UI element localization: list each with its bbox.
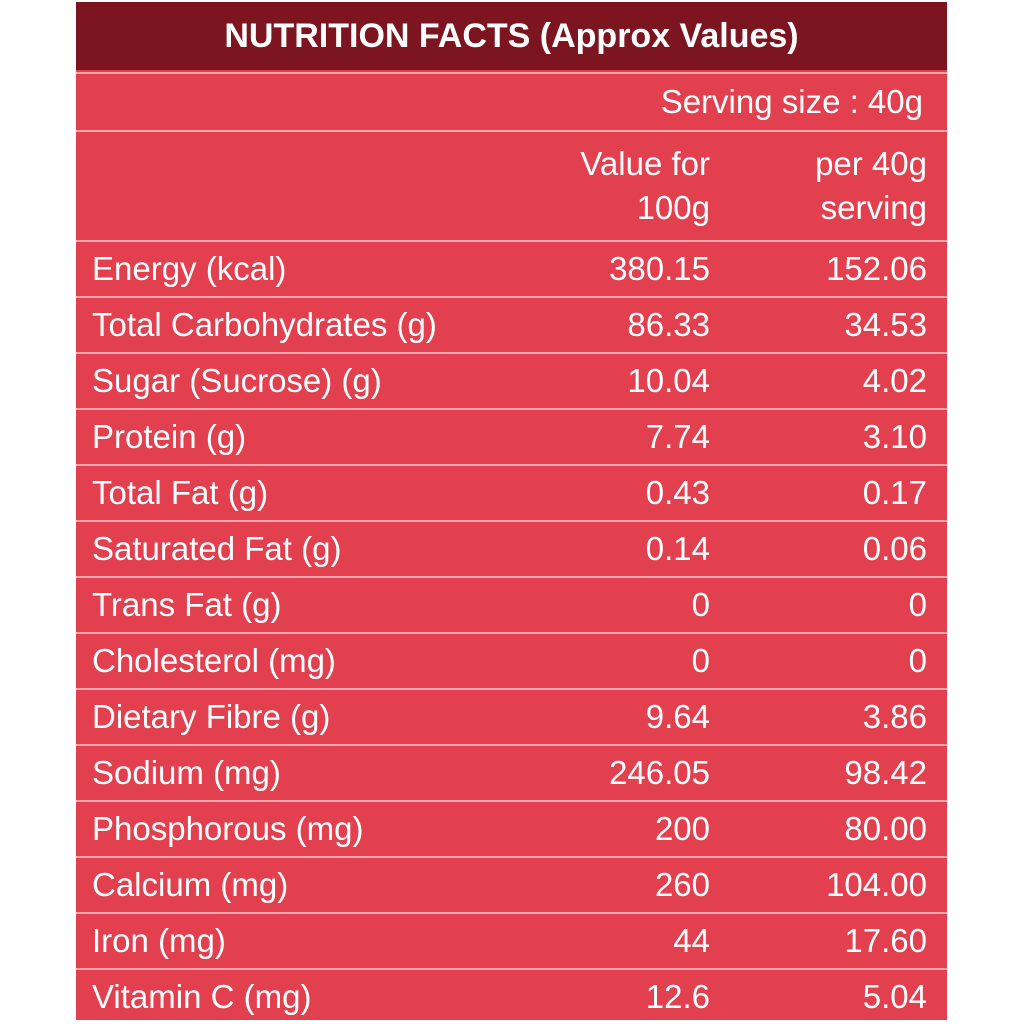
value-per-100g: 0.14 <box>645 530 710 567</box>
value-per-serving: 3.86 <box>862 698 927 735</box>
serving-size-row: Serving size : 40g <box>76 72 947 130</box>
table-row: Vitamin C (mg) 12.6 5.04 <box>76 968 947 1024</box>
column-header-per-serving-line2: serving <box>820 189 927 226</box>
value-per-serving: 98.42 <box>844 754 927 791</box>
value-per-serving: 152.06 <box>826 250 927 287</box>
nutrient-label: Saturated Fat (g) <box>92 530 342 567</box>
column-header-per-100g-line2: 100g <box>636 189 710 226</box>
value-per-100g: 7.74 <box>645 418 710 455</box>
value-per-serving: 104.00 <box>826 866 927 903</box>
table-row: Dietary Fibre (g) 9.64 3.86 <box>76 688 947 744</box>
value-per-100g: 246.05 <box>609 754 710 791</box>
value-per-serving: 17.60 <box>844 922 927 959</box>
nutrient-label: Sugar (Sucrose) (g) <box>92 362 382 399</box>
value-per-serving: 4.02 <box>862 362 927 399</box>
value-per-serving: 5.04 <box>862 978 927 1015</box>
value-per-100g: 12.6 <box>645 978 710 1015</box>
value-per-100g: 86.33 <box>627 306 710 343</box>
column-header-per-serving: per 40g serving <box>727 142 927 230</box>
nutrient-label: Total Fat (g) <box>92 474 269 511</box>
nutrient-label: Sodium (mg) <box>92 754 281 791</box>
nutrient-label: Dietary Fibre (g) <box>92 698 331 735</box>
nutrient-label: Iron (mg) <box>92 922 226 959</box>
value-per-100g: 9.64 <box>645 698 710 735</box>
value-per-serving: 0 <box>908 586 927 623</box>
serving-size-text: Serving size : 40g <box>660 83 923 120</box>
value-per-100g: 260 <box>654 866 710 903</box>
table-row: Phosphorous (mg) 200 80.00 <box>76 800 947 856</box>
table-row: Sodium (mg) 246.05 98.42 <box>76 744 947 800</box>
table-row: Saturated Fat (g) 0.14 0.06 <box>76 520 947 576</box>
value-per-serving: 80.00 <box>844 810 927 847</box>
table-row: Energy (kcal) 380.15 152.06 <box>76 240 947 296</box>
column-header-per-serving-line1: per 40g <box>815 145 927 182</box>
table-row: Sugar (Sucrose) (g) 10.04 4.02 <box>76 352 947 408</box>
value-per-serving: 34.53 <box>844 306 927 343</box>
nutrient-label: Energy (kcal) <box>92 250 287 287</box>
nutrient-label: Vitamin C (mg) <box>92 978 312 1015</box>
value-per-100g: 200 <box>654 810 710 847</box>
table-row: Cholesterol (mg) 0 0 <box>76 632 947 688</box>
table-row: Trans Fat (g) 0 0 <box>76 576 947 632</box>
nutrient-label: Trans Fat (g) <box>92 586 282 623</box>
nutrient-label: Protein (g) <box>92 418 247 455</box>
value-per-100g: 44 <box>673 922 710 959</box>
value-per-serving: 0.17 <box>862 474 927 511</box>
table-row: Total Fat (g) 0.43 0.17 <box>76 464 947 520</box>
value-per-100g: 0 <box>691 586 710 623</box>
value-per-100g: 10.04 <box>627 362 710 399</box>
value-per-serving: 0.06 <box>862 530 927 567</box>
column-header-per-100g: Value for 100g <box>510 142 710 230</box>
table-row: Protein (g) 7.74 3.10 <box>76 408 947 464</box>
column-header-row: Value for 100g per 40g serving <box>76 130 947 240</box>
nutrient-label: Phosphorous (mg) <box>92 810 364 847</box>
value-per-serving: 0 <box>908 642 927 679</box>
table-row: Total Carbohydrates (g) 86.33 34.53 <box>76 296 947 352</box>
nutrient-label: Total Carbohydrates (g) <box>92 306 437 343</box>
nutrition-facts-panel: NUTRITION FACTS (Approx Values) Serving … <box>76 2 947 1020</box>
value-per-100g: 380.15 <box>609 250 710 287</box>
nutrient-label: Cholesterol (mg) <box>92 642 336 679</box>
value-per-serving: 3.10 <box>862 418 927 455</box>
column-header-per-100g-line1: Value for <box>580 145 710 182</box>
table-row: Iron (mg) 44 17.60 <box>76 912 947 968</box>
value-per-100g: 0 <box>691 642 710 679</box>
value-per-100g: 0.43 <box>645 474 710 511</box>
nutrient-label: Calcium (mg) <box>92 866 289 903</box>
table-row: Calcium (mg) 260 104.00 <box>76 856 947 912</box>
table-title: NUTRITION FACTS (Approx Values) <box>76 2 947 70</box>
